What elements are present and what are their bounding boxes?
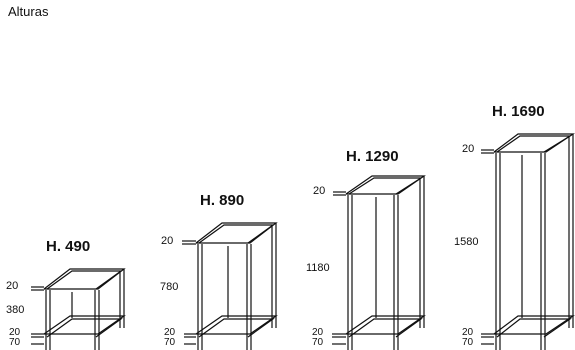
page-title: Alturas xyxy=(8,4,49,19)
unit-title: H. 1290 xyxy=(346,148,399,165)
foot-dimension: 70 xyxy=(9,337,21,348)
frame-height-dimension: 1180 xyxy=(306,262,330,274)
frame-height-dimension: 1580 xyxy=(454,236,479,248)
unit-title: H. 1690 xyxy=(492,103,545,120)
foot-dimension: 70 xyxy=(164,337,176,348)
bottom-rail-dimension: 20 xyxy=(462,327,474,338)
frame-height-dimension: 380 xyxy=(6,304,25,316)
top-rail-dimension: 20 xyxy=(462,143,475,155)
bottom-rail-dimension: 20 xyxy=(9,327,21,338)
unit-title: H. 890 xyxy=(200,192,245,209)
foot-dimension: 70 xyxy=(462,337,474,348)
top-rail-dimension: 20 xyxy=(161,235,174,247)
bottom-rail-dimension: 20 xyxy=(164,327,176,338)
top-rail-dimension: 20 xyxy=(313,185,326,197)
bottom-rail-dimension: 20 xyxy=(312,327,324,338)
top-rail-dimension: 20 xyxy=(6,280,19,292)
foot-dimension: 70 xyxy=(312,337,324,348)
unit-title: H. 490 xyxy=(46,238,91,255)
frame-height-dimension: 780 xyxy=(160,281,179,293)
